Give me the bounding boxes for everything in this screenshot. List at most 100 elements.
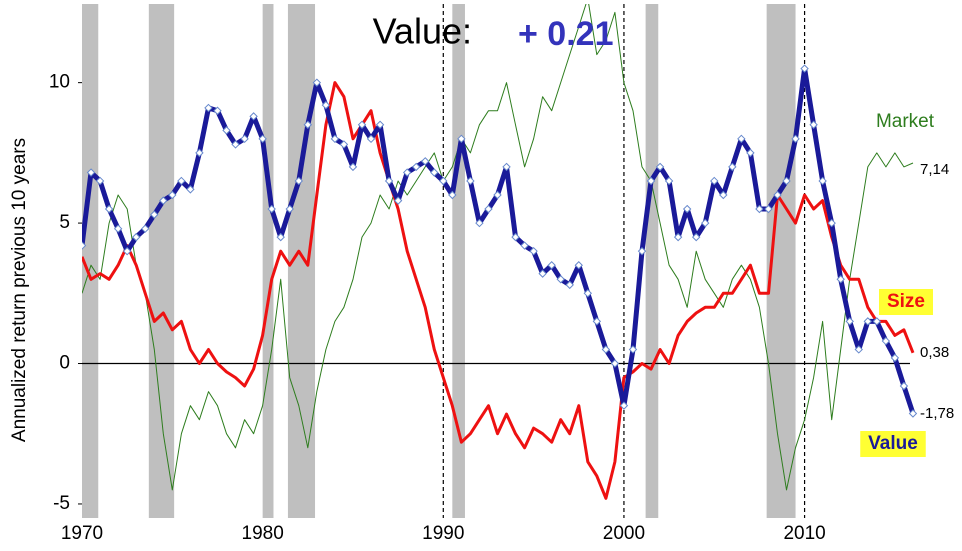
series-label: Value (868, 433, 918, 454)
point-marker (691, 232, 701, 242)
y-tick-label: -5 (53, 493, 70, 514)
point-marker (303, 120, 313, 129)
point-marker (764, 204, 773, 214)
point-marker (430, 168, 439, 177)
point-marker (854, 345, 863, 354)
point-marker (294, 176, 303, 186)
point-marker (556, 275, 565, 284)
point-marker (863, 317, 873, 326)
point-marker (267, 204, 276, 214)
x-tick-label: 1990 (422, 523, 464, 544)
point-marker (375, 120, 385, 129)
background-layer (78, 4, 910, 518)
point-marker (845, 317, 854, 326)
point-marker (249, 112, 258, 121)
point-marker (538, 269, 547, 278)
point-marker (366, 134, 376, 144)
series-line (82, 4, 914, 491)
point-marker (159, 196, 168, 205)
point-marker (746, 148, 755, 158)
point-marker (466, 176, 475, 186)
shaded-period (262, 4, 274, 518)
series-label: Market (876, 111, 935, 132)
point-marker (719, 190, 728, 200)
point-marker (448, 190, 457, 200)
plot-area (82, 4, 918, 500)
shaded-period (452, 4, 465, 518)
point-marker (583, 289, 593, 298)
point-marker (258, 134, 267, 144)
point-marker (348, 162, 358, 172)
point-marker (475, 218, 484, 228)
point-marker (908, 409, 918, 418)
point-marker (818, 176, 827, 186)
label-highlight (879, 289, 933, 315)
point-marker (384, 176, 394, 186)
point-marker (168, 190, 177, 200)
end-value-label: 7,14 (920, 161, 949, 178)
point-marker (899, 381, 909, 391)
point-marker (276, 232, 285, 242)
point-marker (204, 103, 213, 113)
title-value: + 0.21 (518, 15, 613, 53)
point-marker (439, 176, 448, 186)
point-marker (655, 162, 665, 172)
point-marker (285, 204, 294, 214)
point-marker (457, 134, 466, 144)
point-marker (782, 176, 791, 186)
shaded-period (148, 4, 175, 518)
point-marker (520, 241, 529, 250)
point-marker (737, 134, 746, 144)
y-tick-label: 5 (59, 212, 70, 233)
point-marker (231, 140, 240, 149)
point-marker (809, 120, 818, 129)
point-marker (673, 232, 683, 242)
point-marker (95, 176, 105, 186)
point-marker (222, 126, 231, 135)
point-marker (710, 176, 719, 186)
point-marker (646, 176, 656, 186)
point-marker (312, 78, 322, 87)
point-marker (484, 204, 493, 214)
point-marker (592, 317, 602, 326)
point-marker (186, 185, 195, 194)
point-marker (339, 140, 349, 149)
point-marker (141, 224, 150, 233)
point-marker (240, 134, 249, 144)
point-marker (131, 232, 141, 242)
shaded-period (82, 4, 99, 518)
point-marker (664, 176, 674, 186)
point-marker (493, 190, 502, 200)
y-tick-label: 0 (59, 353, 70, 374)
point-marker (357, 120, 367, 129)
end-value-label: -1,78 (920, 405, 954, 422)
point-marker (701, 218, 710, 228)
shaded-period (645, 4, 659, 518)
point-marker (872, 317, 882, 326)
point-marker (628, 345, 638, 354)
point-marker (836, 275, 845, 284)
x-tick-label: 1970 (61, 523, 103, 544)
foreground-layer: -5 0 5 10 1970 1980 1990 2000 2010 7,14 Market 0,38… (49, 72, 954, 544)
x-tick-label: 2010 (783, 523, 825, 544)
point-marker (547, 261, 556, 270)
x-tick-label: 1980 (242, 523, 284, 544)
point-marker (86, 168, 96, 177)
point-marker (791, 134, 800, 144)
y-tick-label: 10 (49, 72, 70, 93)
point-marker (682, 204, 692, 214)
point-marker (619, 401, 629, 410)
label-highlight (860, 431, 926, 457)
point-marker (800, 64, 809, 73)
point-marker (881, 336, 891, 346)
chart-title: Value: (373, 11, 472, 52)
point-marker (393, 196, 403, 205)
point-marker (755, 204, 764, 214)
point-marker (773, 190, 782, 200)
point-marker (610, 359, 620, 368)
point-marker (511, 232, 520, 242)
point-marker (150, 210, 159, 219)
point-marker (411, 162, 421, 172)
point-marker (104, 204, 114, 214)
